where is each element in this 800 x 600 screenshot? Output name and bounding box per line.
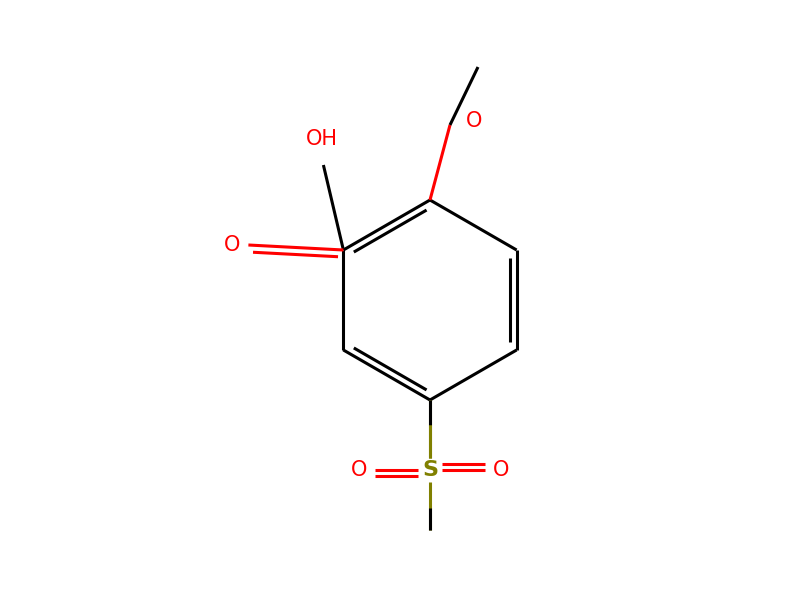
- Text: OH: OH: [306, 129, 338, 149]
- Text: S: S: [422, 460, 438, 480]
- Text: O: O: [224, 235, 241, 255]
- Text: O: O: [351, 460, 367, 480]
- Text: O: O: [466, 111, 482, 131]
- Text: O: O: [493, 460, 509, 480]
